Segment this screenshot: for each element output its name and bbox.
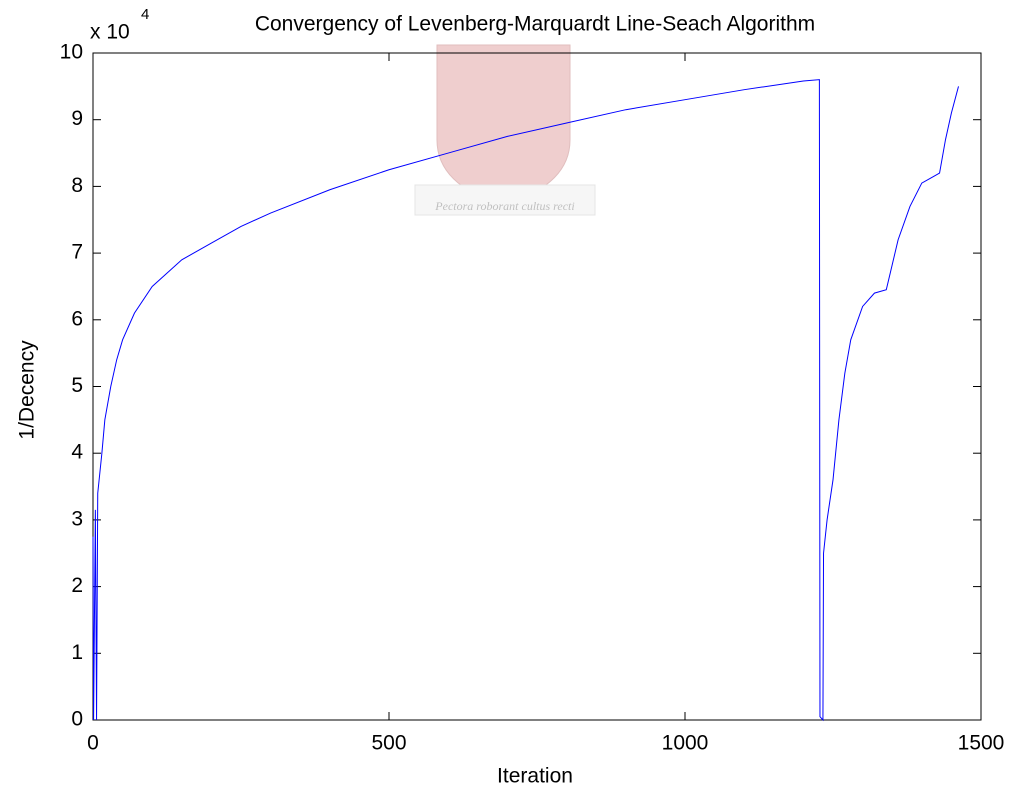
x-tick-label: 1500 bbox=[958, 732, 1005, 755]
x-tick-label: 500 bbox=[371, 732, 406, 755]
y-tick-label: 8 bbox=[71, 174, 83, 197]
chart-title: Convergency of Levenberg-Marquardt Line-… bbox=[255, 13, 815, 36]
y-tick-label: 1 bbox=[71, 641, 83, 664]
y-multiplier: x 10 bbox=[90, 21, 130, 44]
y-tick-label: 9 bbox=[71, 107, 83, 130]
y-tick-label: 4 bbox=[71, 441, 83, 464]
watermark-text: Pectora roborant cultus recti bbox=[434, 199, 574, 213]
watermark-shield bbox=[437, 45, 570, 205]
y-multiplier-exponent: 4 bbox=[141, 6, 149, 23]
y-tick-label: 2 bbox=[71, 574, 83, 597]
y-tick-label: 6 bbox=[71, 307, 83, 330]
chart: Pectora roborant cultus recti Convergenc… bbox=[0, 0, 1014, 789]
y-tick-label: 10 bbox=[60, 41, 83, 64]
y-tick-label: 0 bbox=[71, 708, 83, 731]
y-axis-label: 1/Decency bbox=[16, 340, 39, 440]
y-tick-label: 7 bbox=[71, 241, 83, 264]
x-tick-label: 1000 bbox=[662, 732, 709, 755]
x-axis-label: Iteration bbox=[497, 765, 573, 788]
y-tick-label: 5 bbox=[71, 374, 83, 397]
y-tick-label: 3 bbox=[71, 507, 83, 530]
x-tick-label: 0 bbox=[87, 732, 99, 755]
watermark: Pectora roborant cultus recti bbox=[415, 45, 595, 215]
